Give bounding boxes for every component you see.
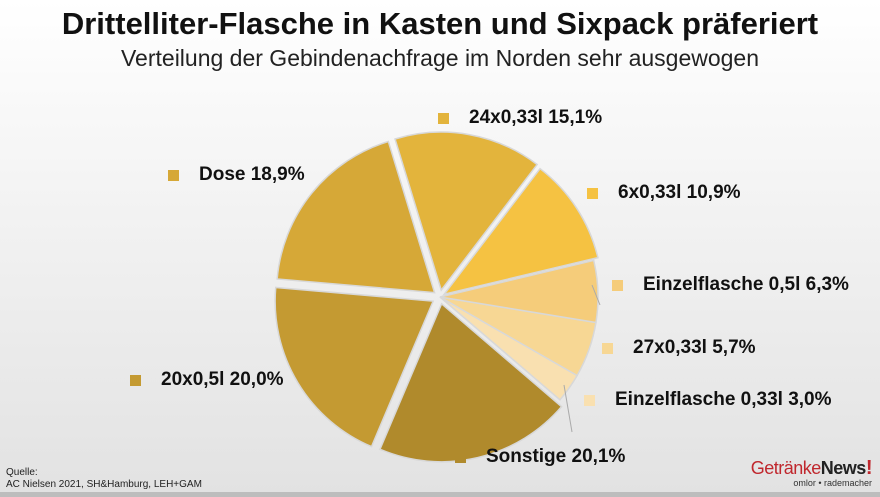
slice-label-text: Einzelflasche 0,5l 6,3% — [643, 274, 849, 295]
source-text: AC Nielsen 2021, SH&Hamburg, LEH+GAM — [6, 479, 202, 490]
slice-label: Einzelflasche 0,33l 3,0% — [584, 389, 832, 411]
legend-swatch — [455, 451, 466, 463]
leader-line — [563, 384, 573, 433]
slice-label-text: 24x0,33l 15,1% — [469, 107, 603, 128]
chart-subtitle: Verteilung der Gebindenachfrage im Norde… — [120, 45, 760, 71]
slice-label-text: Sonstige 20,1% — [486, 446, 626, 467]
pie-slice — [439, 259, 599, 324]
pie-slice — [274, 286, 435, 448]
slice-label: Einzelflasche 0,5l 6,3% — [612, 274, 849, 296]
pie-slice — [378, 302, 563, 463]
leader-line — [591, 284, 601, 306]
slice-label: 27x0,33l 5,7% — [602, 337, 756, 359]
slice-label: 6x0,33l 10,9% — [587, 182, 741, 204]
slice-label-text: 27x0,33l 5,7% — [633, 337, 756, 358]
slice-label: Sonstige 20,1% — [455, 446, 625, 468]
slice-label: Dose 18,9% — [168, 164, 305, 186]
legend-swatch — [587, 187, 598, 199]
slice-label-text: 6x0,33l 10,9% — [618, 182, 741, 203]
legend-swatch — [130, 374, 141, 386]
slice-label-text: 20x0,5l 20,0% — [161, 369, 284, 390]
pie-slice — [394, 131, 539, 292]
slice-label-text: Einzelflasche 0,33l 3,0% — [615, 389, 832, 410]
source-label: Quelle: — [6, 467, 38, 478]
legend-swatch — [602, 342, 613, 354]
legend-swatch — [168, 169, 179, 181]
slice-label: 24x0,33l 15,1% — [438, 107, 602, 129]
legend-swatch — [612, 279, 623, 291]
pie-slice — [276, 140, 436, 294]
legend-swatch — [584, 394, 595, 406]
source-note: Quelle: AC Nielsen 2021, SH&Hamburg, LEH… — [6, 467, 202, 491]
chart-title: Drittelliter-Flasche in Kasten und Sixpa… — [61, 6, 819, 41]
pie-slice — [442, 167, 599, 296]
footer-bar — [0, 492, 880, 497]
legend-swatch — [438, 112, 449, 124]
slice-label-text: Dose 18,9% — [199, 164, 305, 185]
slice-label: 20x0,5l 20,0% — [130, 369, 284, 391]
getraenkenews-logo: GetränkeNews! omlor • rademacher — [750, 457, 873, 488]
